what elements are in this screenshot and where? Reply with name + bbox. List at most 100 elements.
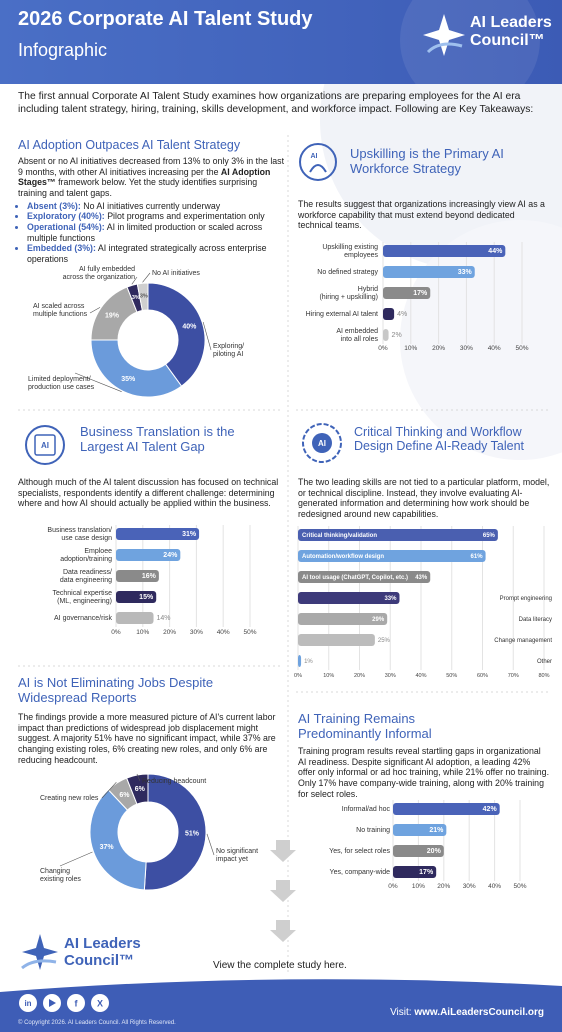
text-line: 14% <box>157 615 171 622</box>
value-label: 14% <box>157 615 171 622</box>
leader-line <box>136 773 141 782</box>
text-line: 40% <box>488 883 501 890</box>
x-tick-label: 0% <box>388 883 398 890</box>
chart: 0% 10% 20% 30% 40% 50% Upskilling existing empl… <box>306 242 529 352</box>
text-line: Changing <box>40 868 70 875</box>
section-heading: AI is Not Eliminating Jobs Despite Wides… <box>18 675 214 705</box>
category-label: Critical thinking/validation <box>302 533 377 539</box>
text-line: into all roles <box>341 336 379 343</box>
icon-ring <box>299 143 337 181</box>
text-line: 33% <box>458 269 473 276</box>
text-line: 50% <box>243 629 256 636</box>
category-label: Exploring/piloting AI <box>213 343 244 358</box>
x-tick-label: 40% <box>488 345 501 352</box>
text-line: No significant <box>216 848 258 855</box>
value-label: 6% <box>119 792 130 799</box>
text-line: (hiring + upskilling) <box>319 294 378 301</box>
leader-line <box>59 851 93 867</box>
value-label: 6% <box>135 786 146 793</box>
social-youtube[interactable] <box>43 994 61 1012</box>
bar <box>298 655 302 667</box>
social-linkedin[interactable]: in <box>19 994 37 1012</box>
x-tick-label: 20% <box>432 345 445 352</box>
text-line: 61% <box>471 554 484 560</box>
bullet: Operational (54%): AI in limited product… <box>27 222 284 243</box>
text-line: 20% <box>163 629 176 636</box>
logo-text: AI Leaders Council™ <box>64 935 141 969</box>
category-label: AI governance/risk <box>54 615 112 622</box>
icon-ring <box>302 423 342 463</box>
text-line: Business translation/ <box>47 527 112 534</box>
slice <box>126 773 149 805</box>
text-line: 29% <box>372 617 385 623</box>
text-line: 3% <box>132 296 140 302</box>
x-tick-label: 30% <box>190 629 203 636</box>
social-x[interactable]: X <box>91 994 109 1012</box>
text-line: 10% <box>404 345 417 352</box>
slice <box>90 339 183 398</box>
text-line: 16% <box>142 573 157 580</box>
bar <box>298 634 375 646</box>
logo-swoosh <box>21 959 57 970</box>
text-line: 51% <box>185 830 200 837</box>
leader-line <box>131 276 138 285</box>
visit-label: Visit: <box>390 1007 412 1018</box>
category-label: AI tool usage (ChatGPT, Copilot, etc.) <box>302 575 408 581</box>
text-line: AI scaled across <box>33 303 85 310</box>
leader-line <box>206 833 215 856</box>
logo-line: AI Leaders <box>470 14 552 31</box>
value-label: 3% <box>140 294 148 300</box>
icon-bg <box>67 994 85 1012</box>
text-line: Limited deployment/ <box>28 376 91 383</box>
category-label: Other <box>537 659 552 665</box>
text-line: 24% <box>163 552 178 559</box>
value-label: 21% <box>429 827 444 834</box>
x-tick-label: 30% <box>463 883 476 890</box>
x-tick-label: 50% <box>515 345 528 352</box>
category-label: Upskilling existing employees <box>322 244 378 259</box>
text-line: 40% <box>488 345 501 352</box>
bullet: Absent (3%): No AI initiatives currently… <box>27 201 284 212</box>
x-tick-label: 30% <box>385 673 396 679</box>
text-line: 0% <box>378 345 388 352</box>
bullet-text: AI integrated strategically across enter… <box>27 243 267 264</box>
x-tick-label: 20% <box>354 673 365 679</box>
bar <box>393 803 500 815</box>
value-label: 33% <box>384 596 397 602</box>
text-line: 6% <box>135 786 146 793</box>
bullet: Embedded (3%): AI integrated strategical… <box>27 243 284 264</box>
text-line: AI fully embedded <box>79 266 135 273</box>
slice <box>136 282 149 312</box>
value-label: 17% <box>413 290 428 297</box>
text-line: 20% <box>437 883 450 890</box>
category-label: AI scaled across multiple functions <box>33 303 88 318</box>
bullet-term: Operational (54%): <box>27 221 105 232</box>
x-tick-label: 10% <box>323 673 334 679</box>
value-label: 16% <box>142 573 157 580</box>
text-line: 17% <box>419 869 434 876</box>
title: 2026 Corporate AI Talent Study <box>18 8 313 30</box>
url-link[interactable]: www.AiLeadersCouncil.org <box>414 1007 544 1018</box>
paragraph: The two leading skills are not tied to a… <box>298 477 550 520</box>
value-label: 61% <box>471 554 484 560</box>
icon-text: AI <box>41 441 49 450</box>
category-label: No significant impact yet <box>216 848 258 863</box>
social-facebook[interactable]: f <box>67 994 85 1012</box>
text-line: 20% <box>354 673 365 679</box>
bar <box>116 612 154 624</box>
value-label: 29% <box>372 617 385 623</box>
category-label: Changing existing roles <box>40 868 81 883</box>
icon-chip <box>34 434 56 456</box>
bar <box>383 329 389 341</box>
category-label: No defined strategy <box>317 269 378 276</box>
bar <box>393 866 437 878</box>
bar <box>393 845 444 857</box>
text-line: 6% <box>119 792 130 799</box>
text-line: 0% <box>111 629 121 636</box>
copyright: © Copyright 2026. AI Leaders Council. Al… <box>18 1020 176 1026</box>
category-label: Technical expertise (ML, engineering) <box>52 590 112 605</box>
value-label: 19% <box>105 312 120 319</box>
bar <box>298 550 486 562</box>
cta-link[interactable]: View the complete study here. <box>213 960 347 971</box>
leader-line <box>202 321 212 351</box>
